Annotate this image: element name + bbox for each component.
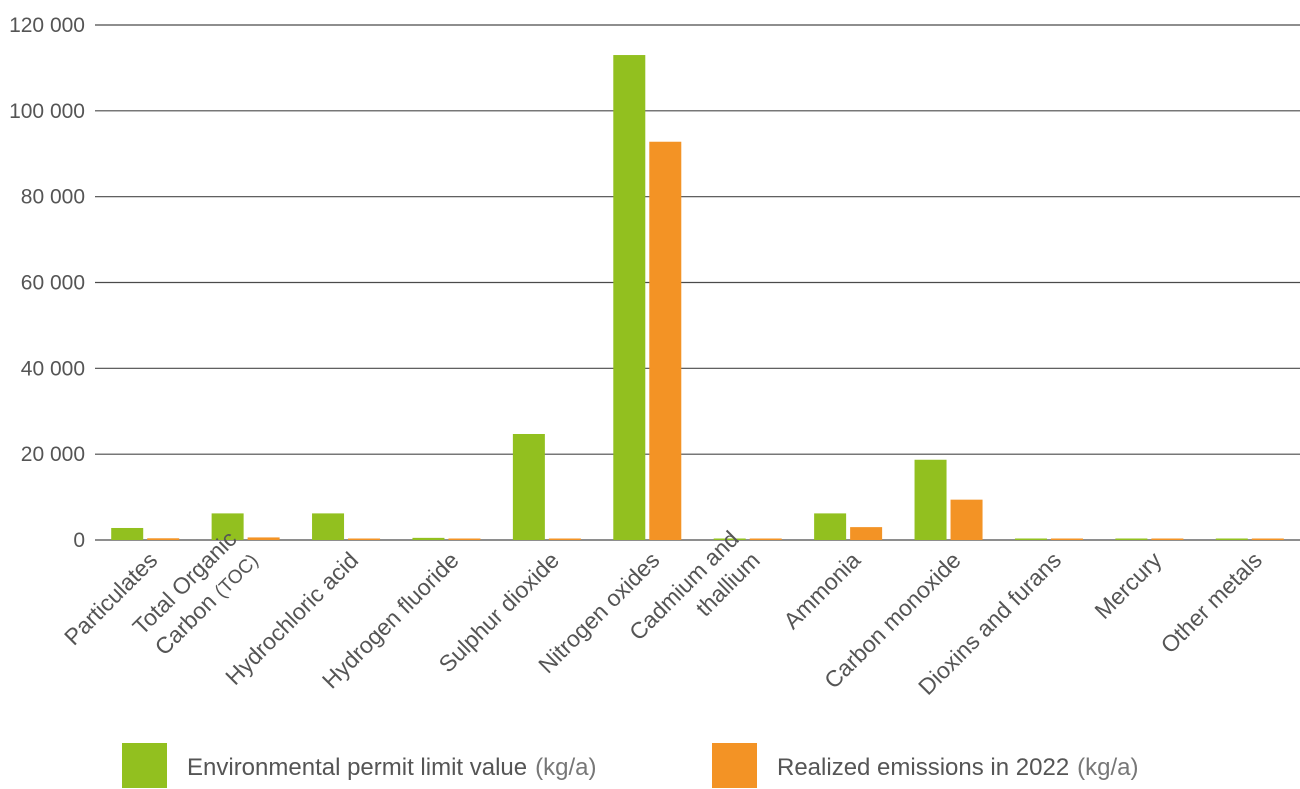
category-label-7: Ammonia xyxy=(778,547,865,634)
y-axis-ticks: 0 20 000 40 000 60 000 80 000 100 000 120 000 xyxy=(9,14,85,552)
bar-environmental-permit-limit-value-4 xyxy=(512,433,545,540)
bar-realized-emissions-in-2022-7 xyxy=(850,527,883,540)
bar-environmental-permit-limit-value-6 xyxy=(713,538,746,540)
bar-realized-emissions-in-2022-1 xyxy=(247,537,280,540)
bar-realized-emissions-in-2022-3 xyxy=(448,538,481,540)
bar-environmental-permit-limit-value-7 xyxy=(814,513,847,540)
legend: Environmental permit limit value (kg/a) Re… xyxy=(122,743,1139,788)
bar-realized-emissions-in-2022-5 xyxy=(649,141,682,540)
bar-realized-emissions-in-2022-9 xyxy=(1050,538,1083,540)
bar-realized-emissions-in-2022-6 xyxy=(749,538,782,540)
bar-environmental-permit-limit-value-9 xyxy=(1014,538,1047,540)
legend-swatch-environmental-permit-limit-value xyxy=(122,743,167,788)
bar-environmental-permit-limit-value-1 xyxy=(211,513,244,540)
bar-realized-emissions-in-2022-0 xyxy=(147,538,180,540)
bar-realized-emissions-in-2022-10 xyxy=(1151,538,1184,540)
category-label-line: Ammonia xyxy=(778,547,865,634)
y-tick-label: 0 xyxy=(73,529,85,552)
bar-environmental-permit-limit-value-2 xyxy=(312,513,345,540)
bar-environmental-permit-limit-value-0 xyxy=(111,527,144,540)
category-label-11: Other metals xyxy=(1156,547,1267,658)
bar-realized-emissions-in-2022-11 xyxy=(1251,538,1284,540)
legend-label-environmental-permit-limit-value: Environmental permit limit value (kg/a) xyxy=(187,754,596,781)
y-tick-label: 40 000 xyxy=(21,357,85,380)
bar-realized-emissions-in-2022-4 xyxy=(548,538,581,540)
bar-realized-emissions-in-2022-8 xyxy=(950,499,983,540)
y-tick-label: 20 000 xyxy=(21,443,85,466)
y-tick-label: 80 000 xyxy=(21,186,85,209)
bar-environmental-permit-limit-value-11 xyxy=(1215,538,1248,540)
legend-label-realized-emissions-in-2022: Realized emissions in 2022 (kg/a) xyxy=(777,754,1139,781)
gridlines xyxy=(95,24,1300,541)
bar-environmental-permit-limit-value-3 xyxy=(412,537,445,540)
y-tick-label: 60 000 xyxy=(21,272,85,295)
category-label-10: Mercury xyxy=(1089,546,1166,623)
bar-environmental-permit-limit-value-5 xyxy=(613,55,646,541)
category-label-line: Mercury xyxy=(1089,546,1166,623)
bars xyxy=(111,55,1284,541)
y-tick-label: 120 000 xyxy=(9,14,85,37)
bar-environmental-permit-limit-value-10 xyxy=(1115,538,1148,540)
bar-realized-emissions-in-2022-2 xyxy=(348,538,381,540)
y-tick-label: 100 000 xyxy=(9,100,85,123)
legend-swatch-realized-emissions-in-2022 xyxy=(712,743,757,788)
category-label-line: Other metals xyxy=(1156,547,1267,658)
bar-environmental-permit-limit-value-8 xyxy=(914,459,947,540)
